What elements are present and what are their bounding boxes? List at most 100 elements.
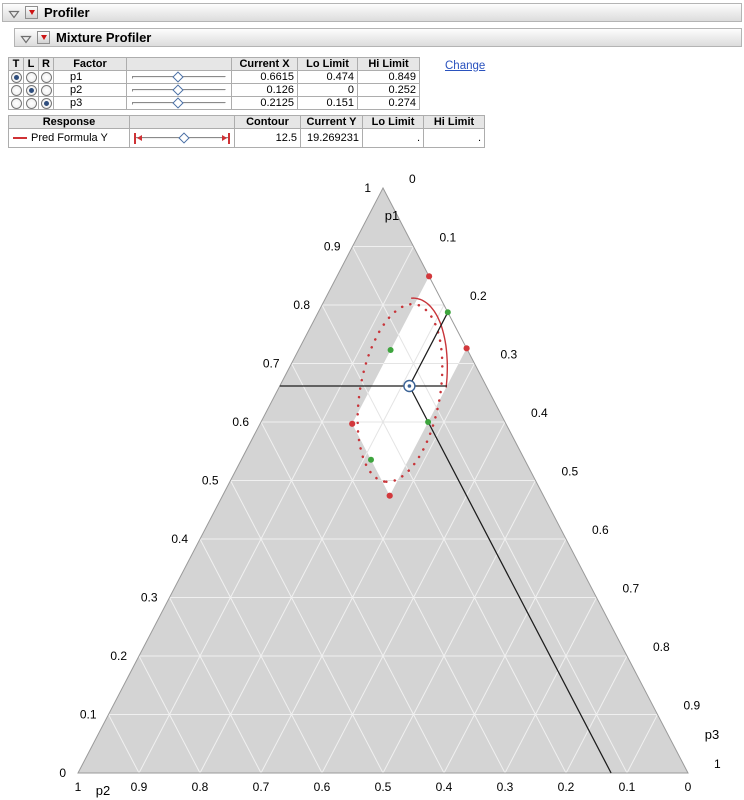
col-header-contour: Contour — [234, 115, 301, 129]
axis-label: p1 — [385, 208, 399, 223]
col-header-lo-limit: Lo Limit — [362, 115, 424, 129]
col-header-l: L — [23, 57, 39, 71]
mixture-profiler-header: Mixture Profiler — [14, 28, 742, 47]
axis-label: 0.6 — [232, 415, 249, 429]
panel-title: Mixture Profiler — [56, 30, 152, 45]
response-color-swatch-icon — [13, 137, 27, 139]
slider-thumb-icon[interactable] — [172, 71, 184, 83]
axis-label: 0.9 — [684, 699, 701, 713]
lo-limit-value[interactable]: 0.474 — [297, 70, 358, 84]
change-link[interactable]: Change — [445, 60, 486, 72]
hi-limit-value[interactable]: 0.252 — [357, 83, 420, 97]
col-header-lo-limit: Lo Limit — [297, 57, 358, 71]
factor-row: p1 0.6615 0.474 0.849 — [8, 70, 420, 84]
slider-thumb-icon[interactable] — [172, 97, 184, 109]
slider-thumb-icon[interactable] — [172, 84, 184, 96]
factor-row: p3 0.2125 0.151 0.274 — [8, 96, 420, 110]
col-header-t: T — [8, 57, 24, 71]
crosshair-lines[interactable] — [279, 312, 612, 774]
lo-limit-marker-icon[interactable] — [134, 132, 136, 144]
contour-value[interactable]: 12.5 — [234, 128, 301, 148]
col-header-hi-limit: Hi Limit — [357, 57, 420, 71]
contour-solid-curve — [411, 297, 448, 388]
axis-label: 0.4 — [531, 406, 548, 420]
radio-l-axis[interactable] — [25, 97, 37, 109]
factor-slider[interactable] — [131, 71, 227, 83]
design-point-red — [349, 420, 356, 427]
axis-label: 0.8 — [293, 298, 310, 312]
hi-limit-value[interactable]: 0.849 — [357, 70, 420, 84]
axis-label: 0.1 — [440, 231, 457, 245]
axis-label: 0.6 — [314, 780, 331, 794]
response-lo-limit-value[interactable]: . — [362, 128, 424, 148]
gridlines — [108, 246, 658, 774]
col-header-current-y: Current Y — [300, 115, 363, 129]
axis-label: 0 — [685, 780, 692, 794]
lo-limit-value[interactable]: 0.151 — [297, 96, 358, 110]
response-hi-limit-value[interactable]: . — [423, 128, 485, 148]
ternary-plot[interactable]: 0 0 0 0.1 0.1 0.1 0.2 0.2 0.2 0.3 0.3 0.3 0.4 0.4 0.4 0… — [0, 168, 744, 800]
axis-label: 1 — [364, 181, 371, 195]
radio-r-axis[interactable] — [40, 84, 52, 96]
axis-label: 0.3 — [141, 591, 158, 605]
col-header-factor: Factor — [53, 57, 127, 71]
radio-t-axis[interactable] — [10, 71, 22, 83]
factor-row: p2 0.126 0 0.252 — [8, 83, 420, 97]
col-header-current-x: Current X — [231, 57, 298, 71]
red-triangle-menu-icon[interactable] — [25, 6, 38, 19]
factor-slider[interactable] — [131, 97, 227, 109]
disclosure-open-icon[interactable] — [20, 32, 32, 44]
axis-label: 0.5 — [562, 465, 579, 479]
axis-label: 0 — [59, 766, 66, 780]
response-slider[interactable] — [134, 132, 230, 145]
current-y-value[interactable]: 19.269231 — [300, 128, 363, 148]
axis-label: 0.4 — [436, 780, 453, 794]
col-header-hi-limit: Hi Limit — [423, 115, 485, 129]
lo-limit-value[interactable]: 0 — [297, 83, 358, 97]
axis-label: 0.3 — [501, 348, 518, 362]
radio-l-axis[interactable] — [25, 84, 37, 96]
hi-limit-marker-icon[interactable] — [228, 132, 230, 144]
axis-label: 0.2 — [110, 649, 127, 663]
radio-t-axis[interactable] — [10, 97, 22, 109]
axis-label: 0.7 — [263, 357, 280, 371]
col-header-slider — [126, 57, 232, 71]
axis-label: 0.8 — [653, 640, 670, 654]
factor-name: p1 — [53, 70, 127, 84]
red-triangle-menu-icon[interactable] — [37, 31, 50, 44]
axis-label: 1 — [75, 780, 82, 794]
radio-r-axis[interactable] — [40, 71, 52, 83]
hi-limit-value[interactable]: 0.274 — [357, 96, 420, 110]
design-point-green — [387, 347, 394, 353]
axis-label: 0.1 — [619, 780, 636, 794]
axis-label: 0.5 — [202, 474, 219, 488]
design-point-red — [386, 492, 393, 499]
axis-label: 0.7 — [253, 780, 270, 794]
disclosure-open-icon[interactable] — [8, 7, 20, 19]
current-x-value[interactable]: 0.2125 — [231, 96, 298, 110]
panel-title: Profiler — [44, 5, 90, 20]
design-point-green — [444, 309, 451, 316]
slider-thumb-icon[interactable] — [178, 132, 190, 144]
current-x-value[interactable]: 0.6615 — [231, 70, 298, 84]
axis-label: 0.9 — [131, 780, 148, 794]
red-triangle-glyph — [40, 35, 47, 40]
axis-label: 1 — [714, 757, 721, 771]
ternary-frame — [77, 186, 689, 774]
response-row: Pred Formula Y 12.5 19.269231 . . — [8, 128, 485, 148]
response-name: Pred Formula Y — [31, 132, 108, 144]
factor-table-header: T L R Factor Current X Lo Limit Hi Limit — [8, 57, 420, 71]
red-triangle-glyph — [28, 10, 35, 15]
axis-label: 0.2 — [470, 289, 487, 303]
radio-t-axis[interactable] — [10, 84, 22, 96]
axis-label: 0.6 — [592, 523, 609, 537]
axis-label: 0.1 — [80, 708, 97, 722]
current-x-value[interactable]: 0.126 — [231, 83, 298, 97]
radio-r-axis[interactable] — [40, 97, 52, 109]
axis-label: 0.4 — [171, 532, 188, 546]
design-point-green — [368, 456, 374, 463]
factor-slider[interactable] — [131, 84, 227, 96]
radio-l-axis[interactable] — [25, 71, 37, 83]
axis-label: p3 — [705, 727, 719, 742]
axis-label: 0.2 — [558, 780, 575, 794]
